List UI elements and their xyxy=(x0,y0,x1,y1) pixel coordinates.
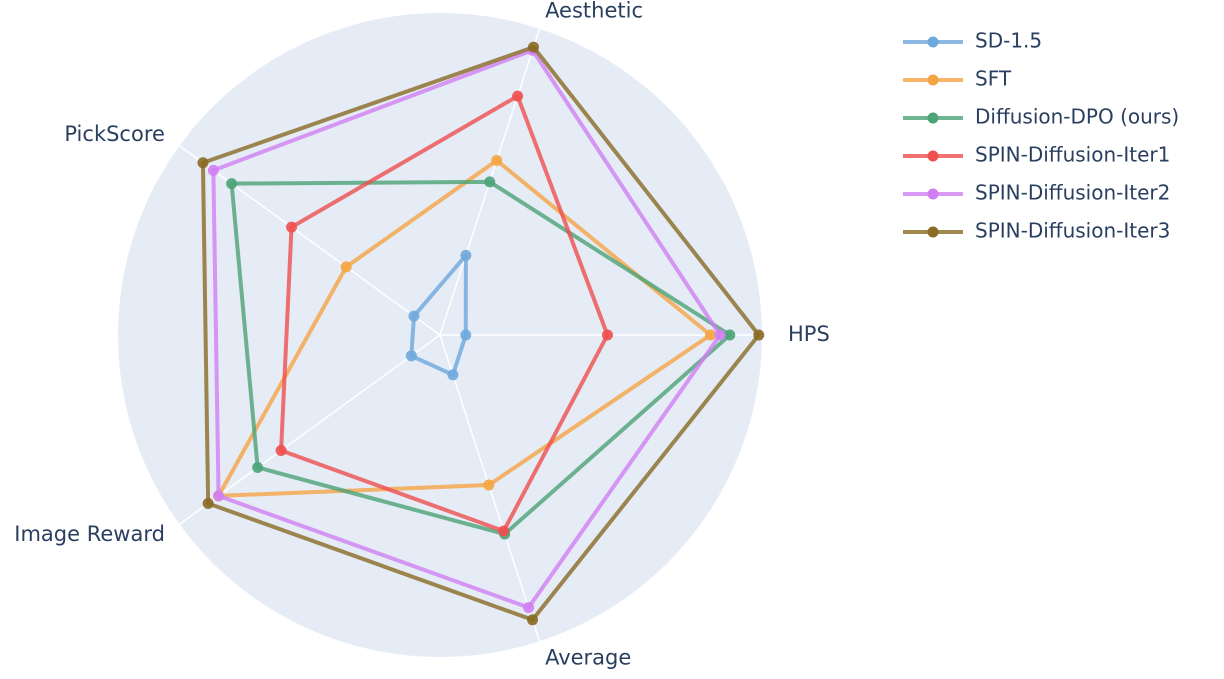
data-point xyxy=(491,154,503,166)
legend-label: SD-1.5 xyxy=(975,29,1042,53)
legend-marker xyxy=(927,112,939,124)
legend-marker xyxy=(927,188,939,200)
data-point xyxy=(405,350,417,362)
plot-area: HPS Aesthetic PickScore Image Reward Average xyxy=(14,0,830,669)
data-point xyxy=(252,461,264,473)
axis-label: Aesthetic xyxy=(545,0,643,23)
data-point xyxy=(408,310,420,322)
data-point xyxy=(460,249,472,261)
data-point xyxy=(286,221,298,233)
data-point xyxy=(512,90,524,102)
axis-label: HPS xyxy=(788,322,830,346)
series-line xyxy=(409,253,468,377)
data-point xyxy=(275,444,287,456)
data-point xyxy=(197,157,209,169)
legend-marker xyxy=(927,36,939,48)
data-point xyxy=(724,329,736,341)
data-point xyxy=(447,369,459,381)
data-point xyxy=(226,178,238,190)
data-point xyxy=(527,614,539,626)
data-point xyxy=(340,261,352,273)
legend-label: SPIN-Diffusion-Iter1 xyxy=(975,143,1170,167)
data-point xyxy=(484,176,496,188)
data-point xyxy=(528,41,540,53)
series-line xyxy=(211,48,723,610)
series-line xyxy=(279,94,610,533)
data-point xyxy=(601,329,613,341)
data-point xyxy=(704,329,716,341)
data-point xyxy=(498,525,510,537)
spoke xyxy=(179,145,441,336)
data-point xyxy=(202,497,214,509)
legend-marker xyxy=(927,74,939,86)
series-line xyxy=(200,45,761,622)
legend-label: SFT xyxy=(975,67,1012,91)
legend-label: SPIN-Diffusion-Iter2 xyxy=(975,181,1170,205)
legend-label: SPIN-Diffusion-Iter3 xyxy=(975,219,1170,243)
legend-label: Diffusion-DPO (ours) xyxy=(975,105,1179,129)
series-line xyxy=(229,179,732,537)
data-point xyxy=(460,329,472,341)
legend: SD-1.5 SFT Diffusion-DPO (ours) SPIN-Diffus… xyxy=(903,29,1179,243)
data-point xyxy=(483,479,495,491)
legend-marker xyxy=(927,226,939,238)
axis-label: PickScore xyxy=(64,122,165,146)
axis-label: Image Reward xyxy=(14,522,165,546)
axis-label: Average xyxy=(545,645,631,669)
data-point xyxy=(753,329,765,341)
data-point xyxy=(523,602,535,614)
legend-marker xyxy=(927,150,939,162)
data-point xyxy=(714,329,726,341)
data-point xyxy=(213,490,225,502)
data-point xyxy=(207,164,219,176)
